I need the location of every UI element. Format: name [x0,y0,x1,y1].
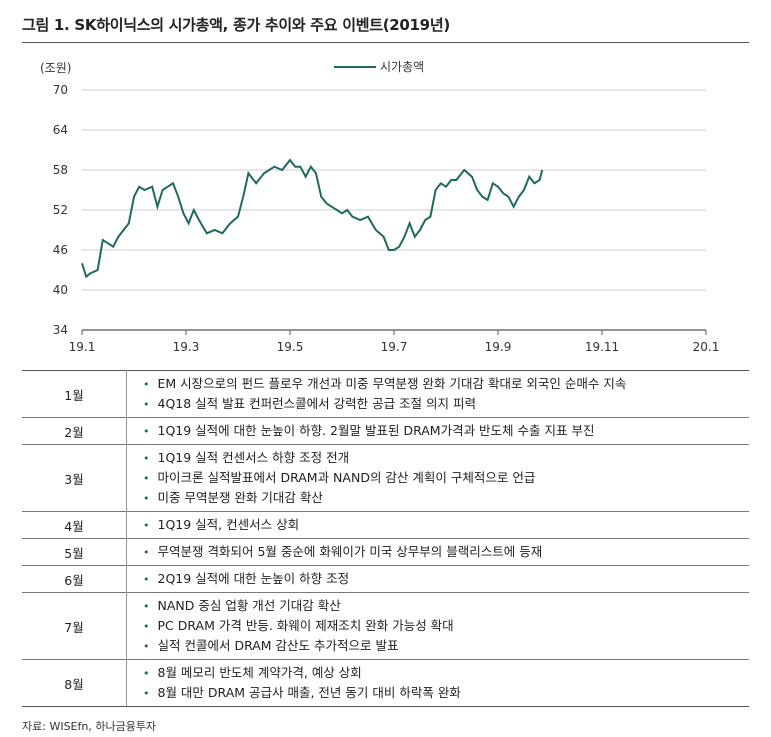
event-list: 1Q19 실적에 대한 눈높이 하향. 2월말 발표된 DRAM가격과 반도체 … [143,421,749,441]
event-item: PC DRAM 가격 반등. 화웨이 제재조치 완화 가능성 확대 [143,616,749,636]
y-tick-label: 64 [53,123,68,137]
y-tick-label: 40 [53,283,68,297]
event-row: 2월 1Q19 실적에 대한 눈높이 하향. 2월말 발표된 DRAM가격과 반도… [22,417,749,445]
event-items: NAND 중심 업황 개선 기대감 확산PC DRAM 가격 반등. 화웨이 제… [126,592,749,660]
event-list: 8월 메모리 반도체 계약가격, 예상 상회8월 대만 DRAM 공급사 매출,… [143,663,749,703]
x-tick-label: 19.7 [381,340,408,354]
y-tick-label: 34 [53,323,68,337]
event-items: 1Q19 실적에 대한 눈높이 하향. 2월말 발표된 DRAM가격과 반도체 … [126,417,749,445]
series-line-market-cap [81,158,544,279]
event-item: EM 시장으로의 펀드 플로우 개선과 미중 무역분쟁 완화 기대감 확대로 외… [143,374,749,394]
x-tick-label: 19.5 [277,340,304,354]
event-item: 무역분쟁 격화되어 5월 중순에 화웨이가 미국 상무부의 블랙리스트에 등재 [143,542,749,562]
event-list: 1Q19 실적, 컨센서스 상회 [143,515,749,535]
y-tick-label: 58 [53,163,68,177]
source-note: 자료: WISEfn, 하나금융투자 [22,720,157,733]
event-item: NAND 중심 업황 개선 기대감 확산 [143,596,749,616]
event-item: 1Q19 실적 컨센서스 하향 조정 전개 [143,448,749,468]
event-item: 8월 메모리 반도체 계약가격, 예상 상회 [143,663,749,683]
events-table: 1월 EM 시장으로의 펀드 플로우 개선과 미중 무역분쟁 완화 기대감 확대로… [22,370,749,707]
event-items: EM 시장으로의 펀드 플로우 개선과 미중 무역분쟁 완화 기대감 확대로 외… [126,370,749,418]
event-item: 1Q19 실적, 컨센서스 상회 [143,515,749,535]
y-tick-label: 70 [53,83,68,97]
event-items: 2Q19 실적에 대한 눈높이 하향 조정 [126,565,749,593]
event-row: 1월 EM 시장으로의 펀드 플로우 개선과 미중 무역분쟁 완화 기대감 확대로… [22,370,749,418]
event-list: NAND 중심 업황 개선 기대감 확산PC DRAM 가격 반등. 화웨이 제… [143,596,749,656]
event-row: 4월 1Q19 실적, 컨센서스 상회 [22,511,749,539]
event-row: 6월 2Q19 실적에 대한 눈높이 하향 조정 [22,565,749,593]
market-cap-line-chart: (조원) 70 64 58 52 46 40 34 19.1 19.3 19.5 19.7 19.9… [40,60,720,354]
legend: 시가총액 [334,60,424,74]
gridlines [82,89,706,331]
event-row: 5월 무역분쟁 격화되어 5월 중순에 화웨이가 미국 상무부의 블랙리스트에 등… [22,538,749,566]
x-tick-label: 19.11 [585,340,619,354]
event-items: 1Q19 실적, 컨센서스 상회 [126,511,749,539]
event-row: 3월 1Q19 실적 컨센서스 하향 조정 전개마이크론 실적발표에서 DRAM과… [22,444,749,512]
event-row: 8월 8월 메모리 반도체 계약가격, 예상 상회8월 대만 DRAM 공급사 매… [22,659,749,707]
event-month: 8월 [22,659,127,707]
event-item: 4Q18 실적 발표 컨퍼런스콜에서 강력한 공급 조절 의지 피력 [143,394,749,414]
event-month: 1월 [22,370,127,418]
event-month: 7월 [22,592,127,660]
y-tick-label: 52 [53,203,68,217]
y-tick-label: 46 [53,243,68,257]
event-month: 6월 [22,565,127,593]
legend-label: 시가총액 [380,60,424,74]
event-month: 2월 [22,417,127,445]
event-month: 5월 [22,538,127,566]
event-list: EM 시장으로의 펀드 플로우 개선과 미중 무역분쟁 완화 기대감 확대로 외… [143,374,749,414]
event-item: 마이크론 실적발표에서 DRAM과 NAND의 감산 계획이 구체적으로 언급 [143,468,749,488]
event-list: 2Q19 실적에 대한 눈높이 하향 조정 [143,569,749,589]
figure-title: 그림 1. SK하이닉스의 시가총액, 종가 추이와 주요 이벤트(2019년) [22,16,450,34]
x-tick-label: 19.3 [173,340,200,354]
x-tick-label: 19.1 [69,340,96,354]
event-list: 1Q19 실적 컨센서스 하향 조정 전개마이크론 실적발표에서 DRAM과 N… [143,448,749,508]
event-item: 1Q19 실적에 대한 눈높이 하향. 2월말 발표된 DRAM가격과 반도체 … [143,421,749,441]
y-axis-ticks: 70 64 58 52 46 40 34 [53,83,68,337]
event-month: 3월 [22,444,127,512]
event-items: 8월 메모리 반도체 계약가격, 예상 상회8월 대만 DRAM 공급사 매출,… [126,659,749,707]
x-tick-label: 20.1 [693,340,720,354]
event-list: 무역분쟁 격화되어 5월 중순에 화웨이가 미국 상무부의 블랙리스트에 등재 [143,542,749,562]
event-row: 7월 NAND 중심 업황 개선 기대감 확산PC DRAM 가격 반등. 화웨이… [22,592,749,660]
event-items: 1Q19 실적 컨센서스 하향 조정 전개마이크론 실적발표에서 DRAM과 N… [126,444,749,512]
y-unit-label: (조원) [40,61,71,75]
event-item: 미중 무역분쟁 완화 기대감 확산 [143,488,749,508]
event-month: 4월 [22,511,127,539]
event-item: 실적 컨콜에서 DRAM 감산도 추가적으로 발표 [143,636,749,656]
event-items: 무역분쟁 격화되어 5월 중순에 화웨이가 미국 상무부의 블랙리스트에 등재 [126,538,749,566]
title-divider [22,42,749,43]
event-item: 2Q19 실적에 대한 눈높이 하향 조정 [143,569,749,589]
x-axis-ticks: 19.1 19.3 19.5 19.7 19.9 19.11 20.1 [69,330,720,354]
event-item: 8월 대만 DRAM 공급사 매출, 전년 동기 대비 하락폭 완화 [143,683,749,703]
x-tick-label: 19.9 [485,340,512,354]
